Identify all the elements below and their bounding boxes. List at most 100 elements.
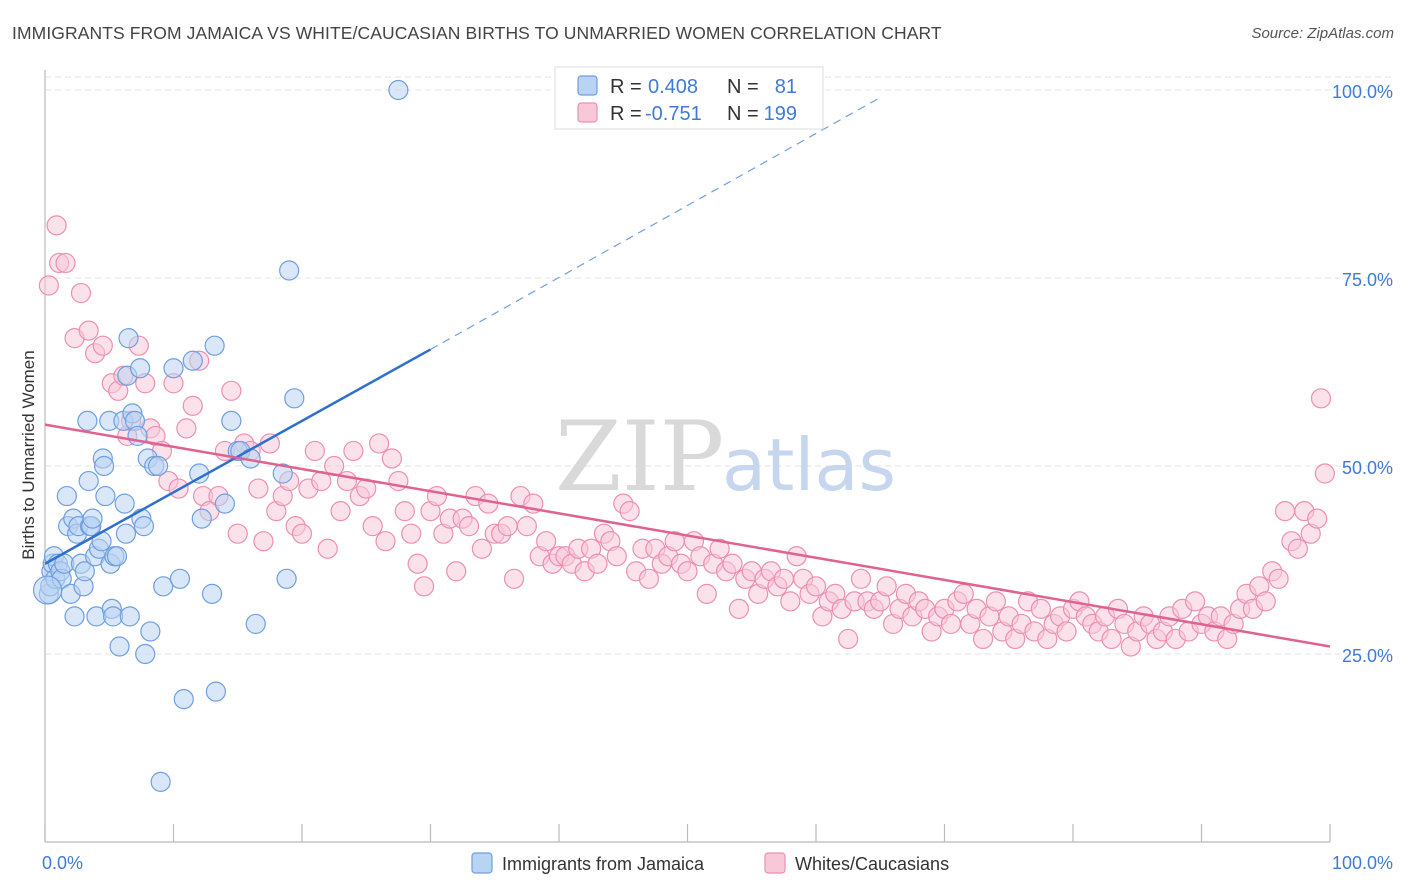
- whites-point-56: [394, 501, 415, 522]
- whites-point-116: [780, 591, 801, 612]
- legend-n-value-1: 81: [775, 76, 797, 98]
- jamaica-point-44: [119, 606, 140, 627]
- whites-point-75: [516, 516, 537, 537]
- whites-point-115: [773, 568, 794, 589]
- whites-point-107: [722, 553, 743, 574]
- whites-point-48: [343, 440, 364, 462]
- jamaica-point-30: [94, 455, 115, 477]
- jamaica-point-59: [169, 568, 191, 589]
- jamaica-point-61: [182, 350, 203, 371]
- whites-point-1: [46, 215, 67, 236]
- jamaica-point-74: [276, 568, 297, 589]
- y-tick-label-3: 100.0%: [1332, 82, 1393, 102]
- jamaica-point-67: [214, 493, 235, 514]
- jamaica-point-28: [91, 531, 112, 552]
- jamaica-point-63: [191, 508, 212, 529]
- whites-point-193: [1274, 501, 1296, 522]
- jamaica-point-38: [109, 636, 130, 657]
- jamaica-point-57: [153, 576, 174, 597]
- jamaica-point-21: [78, 470, 99, 492]
- jamaica-point-50: [133, 516, 155, 537]
- whites-point-23: [182, 395, 203, 416]
- jamaica-point-68: [221, 410, 242, 431]
- series-legend-label-jamaica: Immigrants from Jamaica: [502, 854, 705, 874]
- whites-point-64: [446, 561, 467, 582]
- whites-point-68: [471, 538, 492, 559]
- whites-point-59: [413, 576, 435, 597]
- legend-box: [554, 66, 824, 130]
- series-legend-label-whites: Whites/Caucasians: [795, 854, 949, 874]
- jamaica-trendline: [44, 348, 432, 565]
- jamaica-point-48: [129, 358, 151, 379]
- jamaica-point-24: [82, 508, 103, 529]
- whites-point-94: [638, 568, 660, 589]
- whites-point-89: [606, 546, 627, 567]
- whites-point-22: [176, 418, 197, 439]
- whites-point-69: [478, 493, 499, 514]
- jamaica-point-73: [272, 463, 293, 484]
- watermark: ZIP atlas: [555, 401, 896, 513]
- jamaica-point-20: [77, 410, 98, 431]
- jamaica-point-76: [284, 388, 305, 409]
- whites-point-44: [317, 538, 338, 559]
- jamaica-point-large: [32, 575, 63, 605]
- jamaica-point-43: [118, 328, 139, 349]
- whites-point-66: [458, 516, 480, 537]
- whites-point-86: [587, 553, 608, 574]
- legend-swatch-jamaica: [577, 75, 598, 96]
- jamaica-trendline-extension: [430, 96, 881, 350]
- jamaica-point-10: [56, 485, 77, 507]
- jamaica-point-58: [163, 358, 184, 379]
- whites-point-73: [503, 568, 525, 589]
- chart-source: Source: ZipAtlas.com: [1251, 25, 1394, 42]
- legend-r-label-2: R =: [610, 103, 642, 125]
- axes: [44, 70, 1331, 843]
- whites-point-141: [940, 613, 962, 635]
- whites-point-105: [709, 538, 730, 559]
- whites-point-155: [1030, 598, 1051, 619]
- legend-n-label-1: N =: [727, 76, 759, 98]
- jamaica-point-31: [95, 485, 116, 507]
- whites-point-46: [330, 501, 351, 522]
- whites-point-34: [253, 531, 274, 552]
- whites-point-57: [401, 523, 422, 544]
- whites-point-179: [1184, 591, 1206, 612]
- whites-point-42: [304, 440, 325, 462]
- series-legend-swatch-whites: [764, 852, 786, 874]
- jamaica-point-64: [201, 583, 223, 604]
- y-axis-label: Births to Unmarried Women: [19, 350, 38, 559]
- legend-r-value-1: 0.408: [648, 76, 698, 98]
- whites-point-91: [619, 501, 640, 522]
- y-tick-label-0: 25.0%: [1342, 646, 1393, 666]
- whites-point-159: [1056, 621, 1077, 642]
- whites-point-6: [78, 320, 99, 341]
- jamaica-point-77: [388, 79, 409, 101]
- whites-point-148: [985, 591, 1007, 612]
- jamaica-point-14: [64, 606, 85, 627]
- chart-title: IMMIGRANTS FROM JAMAICA VS WHITE/CAUCASI…: [12, 23, 942, 43]
- whites-point-52: [369, 433, 390, 454]
- series-legend-swatch-jamaica: [471, 852, 493, 874]
- whites-point-125: [838, 628, 859, 650]
- series-legend: Immigrants from Jamaica Whites/Caucasian…: [471, 852, 949, 874]
- whites-point-61: [426, 485, 448, 507]
- jamaica-point-56: [150, 771, 171, 792]
- whites-point-58: [407, 553, 428, 574]
- whites-point-51: [362, 516, 383, 537]
- whites-point-143: [953, 583, 974, 604]
- y-tick-labels: 25.0% 50.0% 75.0% 100.0%: [1332, 82, 1393, 666]
- whites-point-5: [70, 282, 92, 304]
- x-tick-label-min: 0.0%: [42, 853, 83, 873]
- whites-point-30: [227, 523, 248, 544]
- jamaica-point-66: [205, 681, 227, 702]
- whites-point-33: [248, 478, 269, 499]
- legend-r-value-2: -0.751: [645, 103, 702, 125]
- whites-point-195: [1287, 538, 1308, 559]
- whites-point-166: [1101, 628, 1122, 650]
- legend-n-value-2: 199: [764, 103, 797, 125]
- jamaica-point-53: [140, 621, 161, 642]
- correlation-legend: R = 0.408 N = 81 R = -0.751 N = 199: [554, 66, 824, 130]
- trendlines: [44, 96, 1331, 648]
- whites-trendline: [44, 423, 1331, 648]
